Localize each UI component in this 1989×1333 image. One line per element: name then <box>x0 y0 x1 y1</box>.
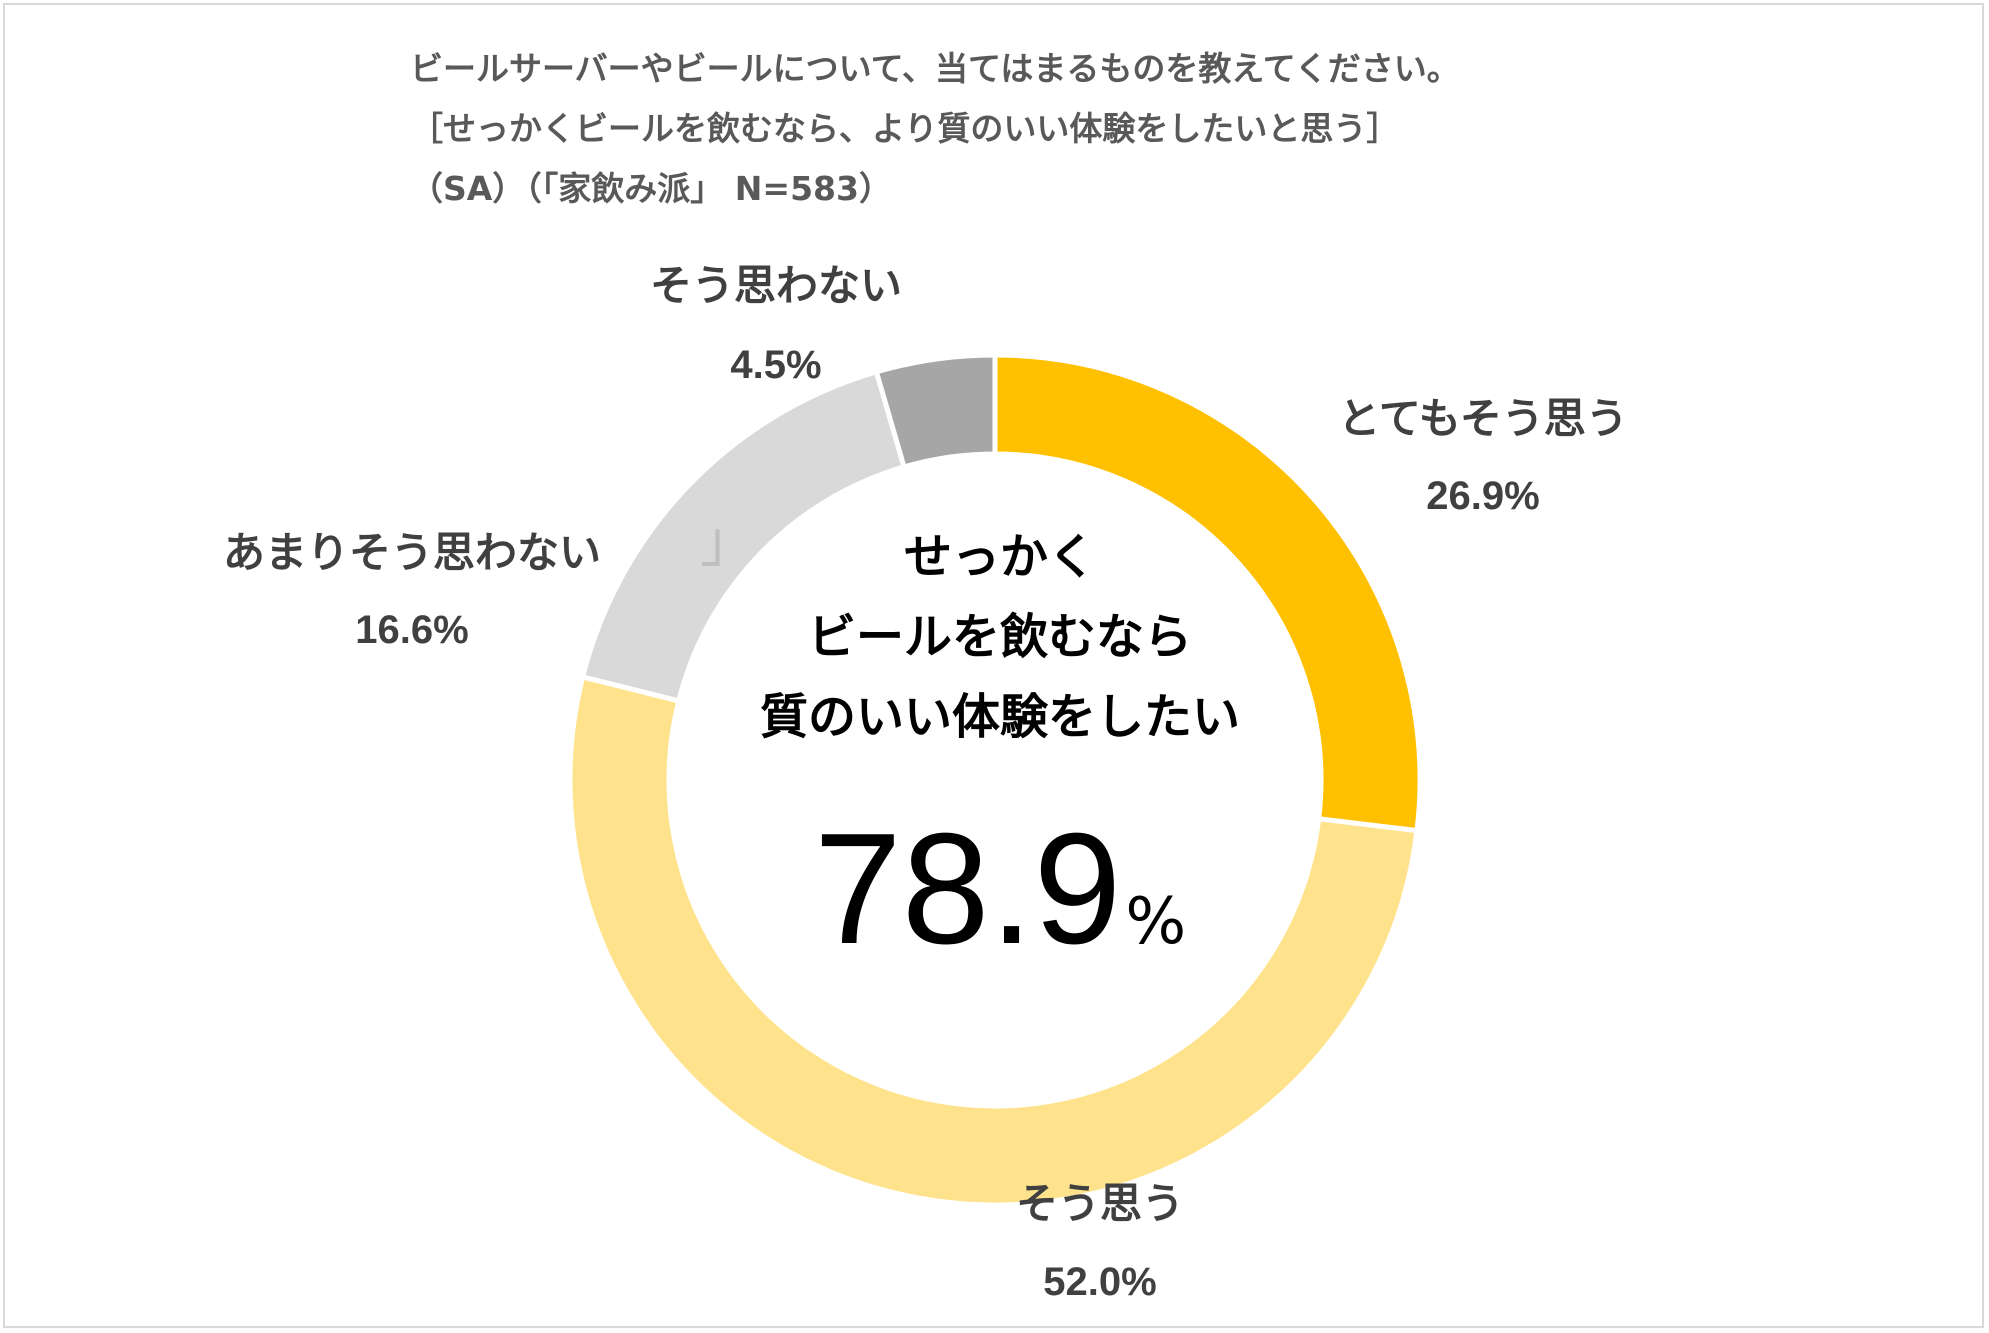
center-text-line-2: ビールを飲むなら <box>807 609 1193 665</box>
center-total-unit: % <box>1125 885 1187 959</box>
segment-agree <box>567 673 1420 1208</box>
center-text-line-3: 質のいい体験をしたい <box>759 689 1241 745</box>
center-text-line-1: せっかく <box>903 529 1097 585</box>
chart-title-line-1: ビールサーバーやビールについて、当てはまるものを教えてください。 <box>410 49 1460 88</box>
segment-disagree <box>873 352 998 471</box>
center-total-value: 78.9% <box>814 810 1186 968</box>
segment-value-agree: 52.0% <box>1043 1260 1157 1304</box>
segment-value-strongly-agree: 26.9% <box>1426 474 1540 518</box>
segment-value-disagree: 4.5% <box>730 343 822 387</box>
decorative-bracket: 」 <box>700 510 756 575</box>
segment-label-disagree: そう思わない <box>649 261 903 310</box>
segment-label-agree: そう思う <box>1015 1179 1185 1228</box>
chart-title-line-2: ［せっかくビールを飲むなら、より質のいい体験をしたいと思う］ <box>410 109 1400 148</box>
segment-strongly-agree <box>992 352 1423 834</box>
center-total-number: 78.9 <box>813 801 1122 977</box>
chart-title-line-3: （SA）（「家飲み派」 N=583） <box>410 169 892 208</box>
segment-label-somewhat-disagree: あまりそう思わない <box>222 528 602 577</box>
segment-label-strongly-agree: とてもそう思う <box>1338 394 1628 443</box>
segment-value-somewhat-disagree: 16.6% <box>355 608 469 652</box>
